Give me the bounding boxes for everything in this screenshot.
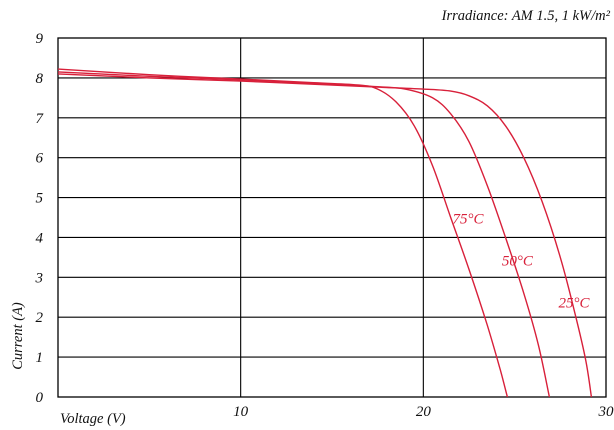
series-lines (57, 68, 593, 398)
y-axis-label: Current (A) (10, 302, 26, 370)
y-tick-label: 8 (36, 71, 44, 87)
y-tick-label: 4 (36, 230, 44, 246)
x-axis-label: Voltage (V) (60, 411, 126, 427)
series-line-75Cc (57, 68, 509, 398)
y-tick-label: 2 (36, 310, 44, 326)
series-line-25Cc (57, 73, 593, 398)
x-tick-label: 30 (598, 404, 614, 420)
x-tick-label: 20 (416, 404, 432, 420)
x-tick-label: 10 (233, 404, 249, 420)
series-label: 50°C (502, 253, 534, 269)
series-labels: 75°C 50°C 25°C (453, 211, 591, 311)
series-label: 75°C (453, 211, 485, 227)
y-tick-label: 6 (36, 151, 44, 167)
series-line-50Cc (57, 71, 551, 398)
y-tick-label: 9 (36, 31, 44, 47)
y-tick-label: 5 (36, 191, 44, 207)
y-tick-labels: 0 1 2 3 4 5 6 7 8 9 (35, 31, 45, 406)
horizontal-gridlines (58, 77, 606, 358)
x-tick-labels: 10 20 30 (233, 404, 614, 420)
irradiance-note: Irradiance: AM 1.5, 1 kW/m² (441, 8, 611, 24)
y-tick-label: 0 (36, 390, 44, 406)
vertical-gridlines (240, 38, 424, 397)
y-tick-label: 1 (36, 350, 44, 366)
y-tick-label: 7 (36, 111, 45, 127)
series-label: 25°C (559, 295, 591, 311)
plot-frame (57, 37, 607, 398)
y-tick-label: 3 (35, 270, 44, 286)
